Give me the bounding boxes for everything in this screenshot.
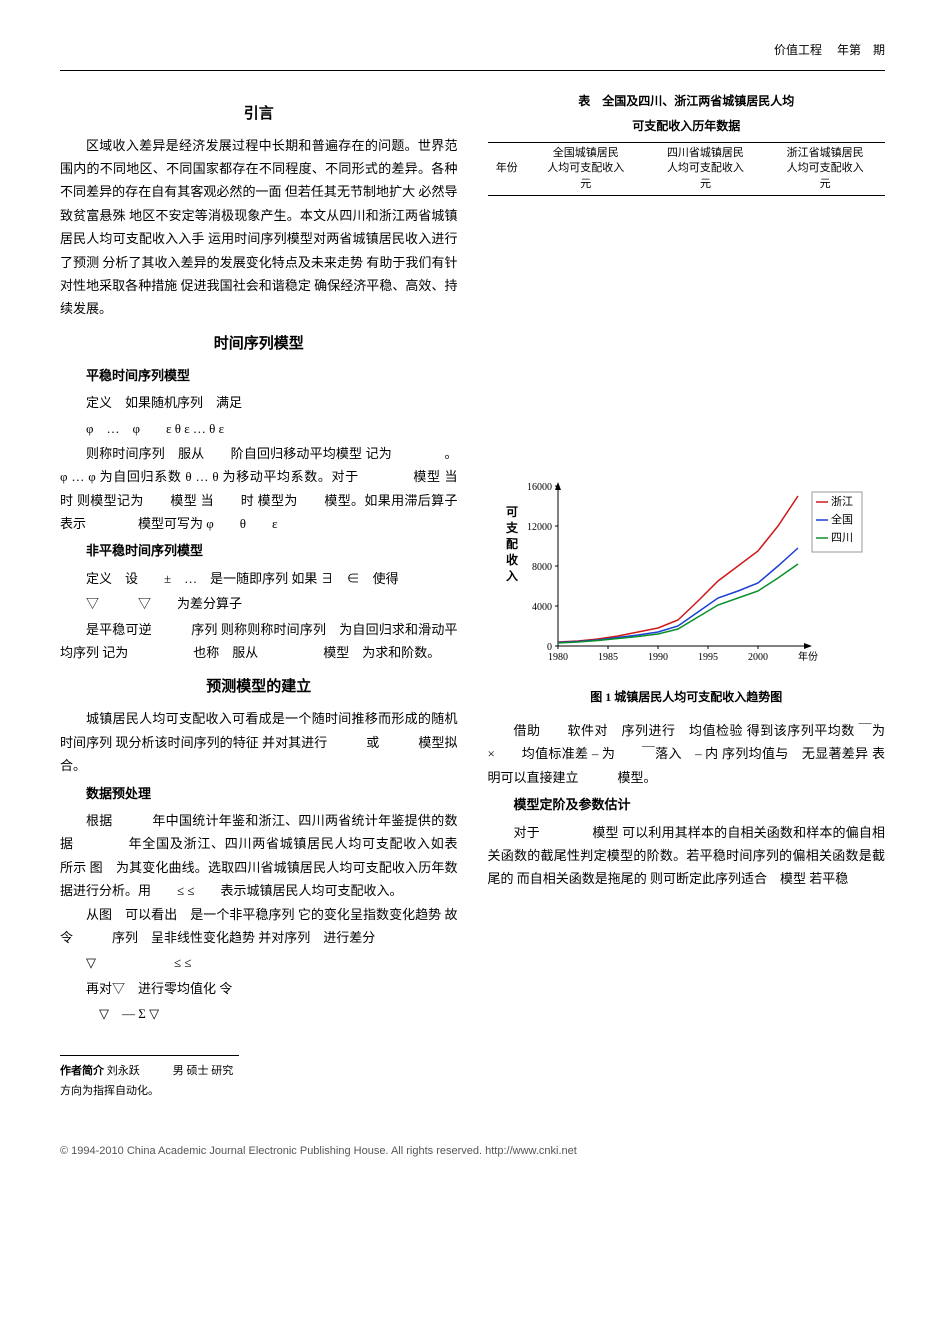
sec2-sub2-title: 模型定阶及参数估计 xyxy=(488,793,886,816)
svg-text:收: 收 xyxy=(506,552,518,567)
th-n-2: 人均可支配收入 xyxy=(547,162,624,174)
th-z-1: 浙江省城镇居民 xyxy=(787,147,864,159)
th-z-3: 元 xyxy=(820,178,831,190)
svg-text:配: 配 xyxy=(506,536,518,551)
issue: 年第 期 xyxy=(837,43,885,57)
sec2-sub1-title: 数据预处理 xyxy=(60,782,458,805)
left-column: 引言 区域收入差异是经济发展过程中长期和普遍存在的问题。世界范围内的不同地区、不… xyxy=(60,91,458,1102)
sec1-sub2-p2: 是平稳可逆 序列 则称则称时间序列 为自回归求和滑动平均序列 记为 也称 服从 … xyxy=(60,618,458,665)
table-title-1: 表 全国及四川、浙江两省城镇居民人均 xyxy=(488,91,886,113)
svg-text:8000: 8000 xyxy=(532,562,552,573)
th-year: 年份 xyxy=(488,142,526,195)
th-s-2: 人均可支配收入 xyxy=(667,162,744,174)
svg-text:浙江: 浙江 xyxy=(831,495,853,508)
income-table: 年份 全国城镇居民 人均可支配收入 元 四川省城镇居民 人均可支配收入 元 浙江… xyxy=(488,142,886,196)
chart-container: 040008000120001600019801985199019952000年… xyxy=(488,476,886,709)
sec1-sub2-title: 非平稳时间序列模型 xyxy=(60,539,458,562)
sec2-sub1-f2: ▽ — Σ ▽ xyxy=(60,1002,458,1025)
sec1-sub1-p2: 则称时间序列 服从 阶自回归移动平均模型 记为 。φ … φ 为自回归系数 θ … xyxy=(60,442,458,536)
sec1-sub2-p1: 定义 设 ± … 是一随即序列 如果 ∃ ∈ 使得 xyxy=(60,567,458,590)
page-footer: © 1994-2010 China Academic Journal Elect… xyxy=(60,1142,885,1162)
trend-chart: 040008000120001600019801985199019952000年… xyxy=(488,476,868,676)
table-title-2: 可支配收入历年数据 xyxy=(488,116,886,138)
th-z-2: 人均可支配收入 xyxy=(787,162,864,174)
svg-text:1995: 1995 xyxy=(698,652,718,663)
svg-text:全国: 全国 xyxy=(831,512,853,526)
sec1-title: 时间序列模型 xyxy=(60,331,458,358)
svg-text:支: 支 xyxy=(505,520,519,535)
sec2-p1: 城镇居民人均可支配收入可看成是一个随时间推移而形成的随机时间序列 现分析该时间序… xyxy=(60,707,458,777)
th-n-3: 元 xyxy=(580,178,591,190)
svg-text:1980: 1980 xyxy=(548,652,568,663)
svg-text:可: 可 xyxy=(506,505,518,519)
sec1-sub1-p1: 定义 如果随机序列 满足 xyxy=(60,391,458,414)
svg-text:12000: 12000 xyxy=(527,522,552,533)
sec1-sub2-f1: ▽ ▽ 为差分算子 xyxy=(60,592,458,615)
main-columns: 引言 区域收入差异是经济发展过程中长期和普遍存在的问题。世界范围内的不同地区、不… xyxy=(60,91,885,1102)
sec2-title: 预测模型的建立 xyxy=(60,674,458,701)
svg-text:入: 入 xyxy=(506,569,518,583)
author-label: 作者简介 xyxy=(60,1065,104,1077)
chart-caption: 图 1 城镇居民人均可支配收入趋势图 xyxy=(488,687,886,709)
sec2-sub1-f1: ▽ ≤ ≤ xyxy=(60,951,458,974)
sec1-sub1-f1: φ … φ ε θ ε … θ ε xyxy=(60,417,458,440)
svg-text:4000: 4000 xyxy=(532,602,552,613)
svg-text:1990: 1990 xyxy=(648,652,668,663)
intro-title: 引言 xyxy=(60,101,458,128)
svg-text:1985: 1985 xyxy=(598,652,618,663)
th-zhejiang: 浙江省城镇居民 人均可支配收入 元 xyxy=(765,142,885,195)
right-column: 表 全国及四川、浙江两省城镇居民人均 可支配收入历年数据 年份 全国城镇居民 人… xyxy=(488,91,886,1102)
th-sichuan: 四川省城镇居民 人均可支配收入 元 xyxy=(646,142,766,195)
svg-text:2000: 2000 xyxy=(748,652,768,663)
journal-name: 价值工程 xyxy=(774,43,822,57)
svg-text:四川: 四川 xyxy=(831,532,853,544)
author-note: 作者简介 刘永跃 男 硕士 研究方向为指挥自动化。 xyxy=(60,1055,239,1102)
intro-body: 区域收入差异是经济发展过程中长期和普遍存在的问题。世界范围内的不同地区、不同国家… xyxy=(60,134,458,321)
sec1-sub1-title: 平稳时间序列模型 xyxy=(60,364,458,387)
sec2-sub2-p1: 对于 模型 可以利用其样本的自相关函数和样本的偏自相关函数的截尾性判定模型的阶数… xyxy=(488,821,886,891)
th-s-1: 四川省城镇居民 xyxy=(667,147,744,159)
th-n-1: 全国城镇居民 xyxy=(553,147,619,159)
page-header: 价值工程 年第 期 xyxy=(60,40,885,71)
th-national: 全国城镇居民 人均可支配收入 元 xyxy=(526,142,646,195)
svg-text:年份: 年份 xyxy=(798,650,818,663)
svg-text:16000: 16000 xyxy=(527,482,552,493)
sec2-sub1-p2: 从图 可以看出 是一个非平稳序列 它的变化呈指数变化趋势 故令 序列 呈非线性变… xyxy=(60,903,458,950)
sec2-sub1-p3: 再对▽ 进行零均值化 令 xyxy=(60,977,458,1000)
th-s-3: 元 xyxy=(700,178,711,190)
sec2-right-p1: 借助 软件对 序列进行 均值检验 得到该序列平均数 ￣为 × 均值标准差 – 为… xyxy=(488,719,886,789)
sec2-sub1-p1: 根据 年中国统计年鉴和浙江、四川两省统计年鉴提供的数据 年全国及浙江、四川两省城… xyxy=(60,809,458,903)
